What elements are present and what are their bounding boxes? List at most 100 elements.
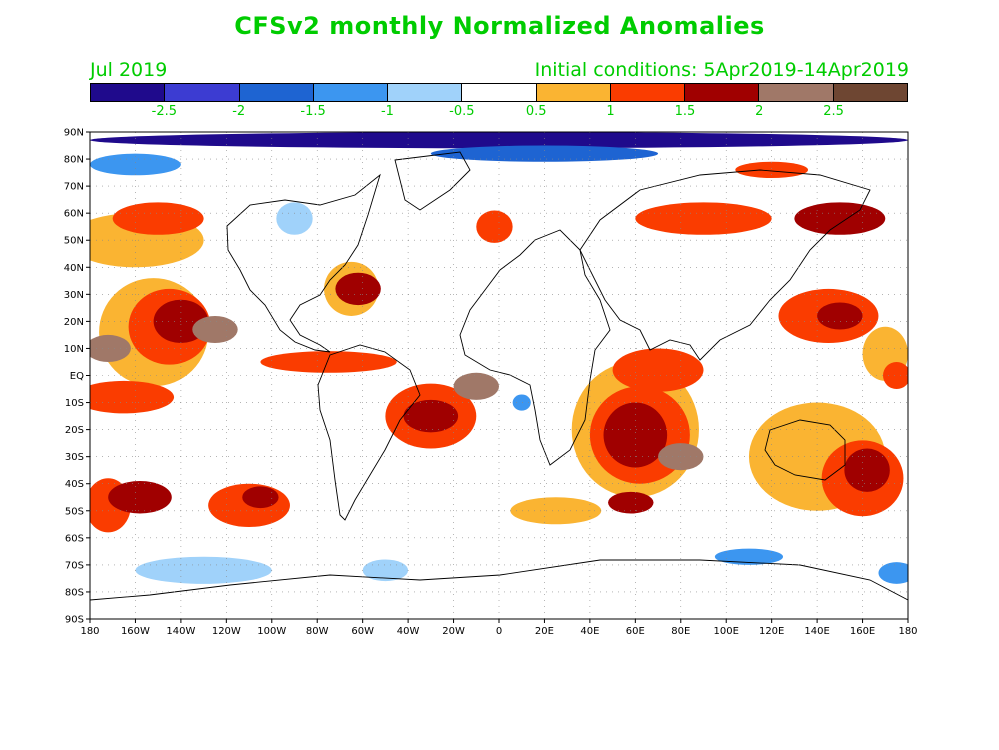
coastlines bbox=[90, 151, 908, 601]
anomaly-region bbox=[90, 153, 181, 176]
anomaly-region bbox=[276, 202, 313, 235]
colorbar-label: 1.5 bbox=[674, 104, 696, 119]
lon-label: 80W bbox=[306, 626, 329, 637]
colorbar bbox=[90, 83, 908, 102]
anomaly-region bbox=[90, 132, 908, 149]
anomaly-region bbox=[714, 548, 784, 565]
lon-label: 160E bbox=[850, 626, 875, 637]
lat-label: 30S bbox=[65, 452, 84, 463]
colorbar-label: 1 bbox=[606, 104, 615, 119]
africa-europe-coast bbox=[459, 229, 611, 466]
anomaly-region bbox=[735, 161, 809, 178]
greenland-coast bbox=[394, 151, 471, 211]
lon-label: 40W bbox=[397, 626, 420, 637]
longitude-axis: 180 160W 140W 120W 100W 80W 60W 40W 20W 0 20E 40E 60… bbox=[80, 619, 918, 637]
gridlines bbox=[90, 132, 908, 619]
colorbar-labels: -2.5 -2 -1.5 -1 -0.5 0.5 1 1.5 2 2.5 bbox=[90, 104, 908, 120]
lat-label: 80N bbox=[64, 155, 84, 166]
colorbar-segment bbox=[536, 84, 611, 101]
colorbar-segment bbox=[685, 84, 760, 101]
anomaly-region bbox=[603, 402, 668, 468]
anomaly-region bbox=[453, 372, 499, 400]
colorbar-label: -0.5 bbox=[449, 104, 475, 119]
anomaly-region bbox=[192, 315, 238, 344]
lon-label: 40E bbox=[580, 626, 599, 637]
north-america-coast bbox=[226, 173, 381, 353]
colorbar-label: -2 bbox=[232, 104, 246, 119]
lon-label: 20W bbox=[442, 626, 465, 637]
lon-label: 60E bbox=[626, 626, 645, 637]
anomaly-region bbox=[430, 145, 659, 162]
lat-label: 30N bbox=[64, 290, 84, 301]
antarctica-coast bbox=[90, 559, 908, 601]
anomaly-region bbox=[883, 361, 908, 390]
lat-label: 60N bbox=[64, 209, 84, 220]
lat-label: 60S bbox=[65, 533, 84, 544]
anomaly-region bbox=[90, 380, 175, 414]
anomaly-region bbox=[226, 413, 318, 446]
lat-label: 70S bbox=[65, 560, 84, 571]
lat-label: 10S bbox=[65, 398, 84, 409]
lat-label: 50S bbox=[65, 506, 84, 517]
anomaly-region bbox=[403, 399, 459, 433]
lon-label: 60W bbox=[351, 626, 374, 637]
anomaly-region bbox=[135, 556, 272, 584]
colorbar-segment bbox=[165, 84, 240, 101]
anomaly-region bbox=[335, 272, 381, 306]
lat-label: 90S bbox=[65, 615, 84, 626]
lon-label: 0 bbox=[496, 626, 502, 637]
colorbar-segment bbox=[313, 84, 389, 101]
colorbar-label: 2 bbox=[755, 104, 764, 119]
lon-label: 100W bbox=[257, 626, 286, 637]
anomaly-region bbox=[242, 486, 279, 509]
colorbar-segment bbox=[388, 84, 463, 101]
lon-label: 20E bbox=[535, 626, 554, 637]
lat-label: 40S bbox=[65, 479, 84, 490]
anomaly-region bbox=[510, 497, 602, 525]
colorbar-segment bbox=[833, 84, 907, 101]
initial-conditions-label: Initial conditions: 5Apr2019-14Apr2019 bbox=[534, 59, 909, 81]
anomaly-layer bbox=[90, 132, 908, 584]
anomaly-region bbox=[112, 202, 204, 235]
anomaly-region bbox=[878, 562, 908, 584]
colorbar-label: 2.5 bbox=[823, 104, 844, 119]
lon-label: 180 bbox=[80, 626, 99, 637]
lat-label: EQ bbox=[70, 371, 84, 382]
australia-coast bbox=[764, 419, 846, 481]
colorbar-label: -2.5 bbox=[151, 104, 178, 119]
lon-label: 120W bbox=[212, 626, 241, 637]
lon-label: 120E bbox=[759, 626, 784, 637]
lon-label: 140E bbox=[804, 626, 829, 637]
lat-label: 70N bbox=[64, 182, 84, 193]
colorbar-label: 0.5 bbox=[525, 104, 547, 119]
lon-label: 180 bbox=[898, 626, 917, 637]
lat-label: 20N bbox=[64, 317, 84, 328]
anomaly-region bbox=[108, 481, 172, 514]
colorbar-label: -1.5 bbox=[300, 104, 326, 119]
colorbar-segment bbox=[610, 84, 686, 101]
lat-label: 50N bbox=[64, 236, 84, 247]
colorbar-label: -1 bbox=[380, 104, 394, 119]
anomaly-region bbox=[476, 210, 513, 243]
anomaly-region bbox=[794, 202, 886, 235]
anomaly-region bbox=[844, 448, 890, 492]
lat-label: 10N bbox=[64, 344, 84, 355]
lon-label: 80E bbox=[671, 626, 690, 637]
anomaly-region bbox=[635, 202, 772, 235]
anomaly-region bbox=[90, 334, 131, 362]
lat-label: 20S bbox=[65, 425, 84, 436]
lat-label: 90N bbox=[64, 128, 84, 139]
latitude-axis: 90N 80N 70N 60N 50N 40N 30N 20N 10N EQ 10S 20S 30S 40… bbox=[64, 128, 90, 626]
anomaly-region bbox=[612, 348, 704, 392]
valid-month-label: Jul 2019 bbox=[90, 59, 168, 81]
colorbar-segment bbox=[462, 84, 537, 101]
lat-label: 80S bbox=[65, 587, 84, 598]
anomaly-region bbox=[608, 491, 654, 514]
asia-coast bbox=[579, 169, 871, 361]
lon-label: 100E bbox=[714, 626, 739, 637]
anomaly-region bbox=[817, 302, 863, 330]
colorbar-segment bbox=[91, 84, 166, 101]
lon-label: 140W bbox=[166, 626, 195, 637]
anomaly-region bbox=[260, 351, 397, 373]
